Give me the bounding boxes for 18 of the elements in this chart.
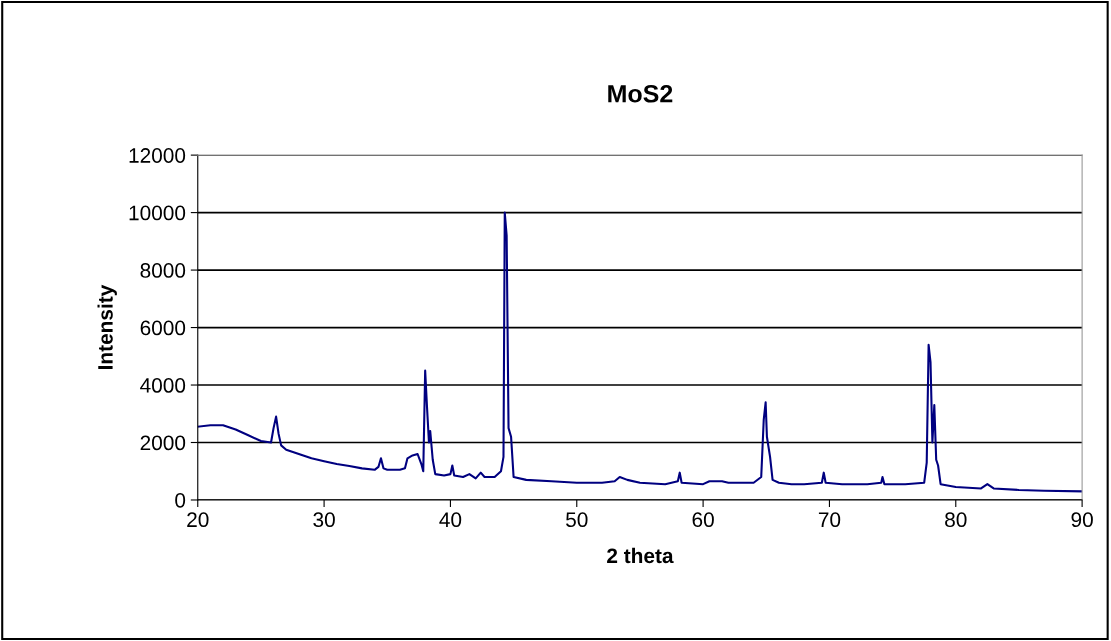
y-tick-label: 8000 [140,263,186,278]
x-tick-label: 40 [439,512,462,528]
x-tick-label: 60 [692,512,714,528]
y-tick-label: 6000 [140,320,186,336]
y-tick-label: 10000 [129,205,186,221]
x-axis-title: 2 theta [607,547,674,564]
y-tick-label: 12000 [129,148,186,163]
x-tick-label: 20 [187,512,209,528]
y-tick-label: 4000 [140,378,186,393]
y-tick-label: 0 [175,492,186,508]
x-tick-label: 70 [818,512,841,528]
chart-title: MoS2 [608,84,673,103]
y-tick-label: 2000 [140,435,186,451]
x-tick-label: 80 [945,512,967,528]
x-tick-label: 30 [313,512,335,528]
y-axis-title: Intensity [97,284,117,369]
x-tick-label: 90 [1071,512,1093,528]
x-tick-label: 50 [566,512,588,528]
